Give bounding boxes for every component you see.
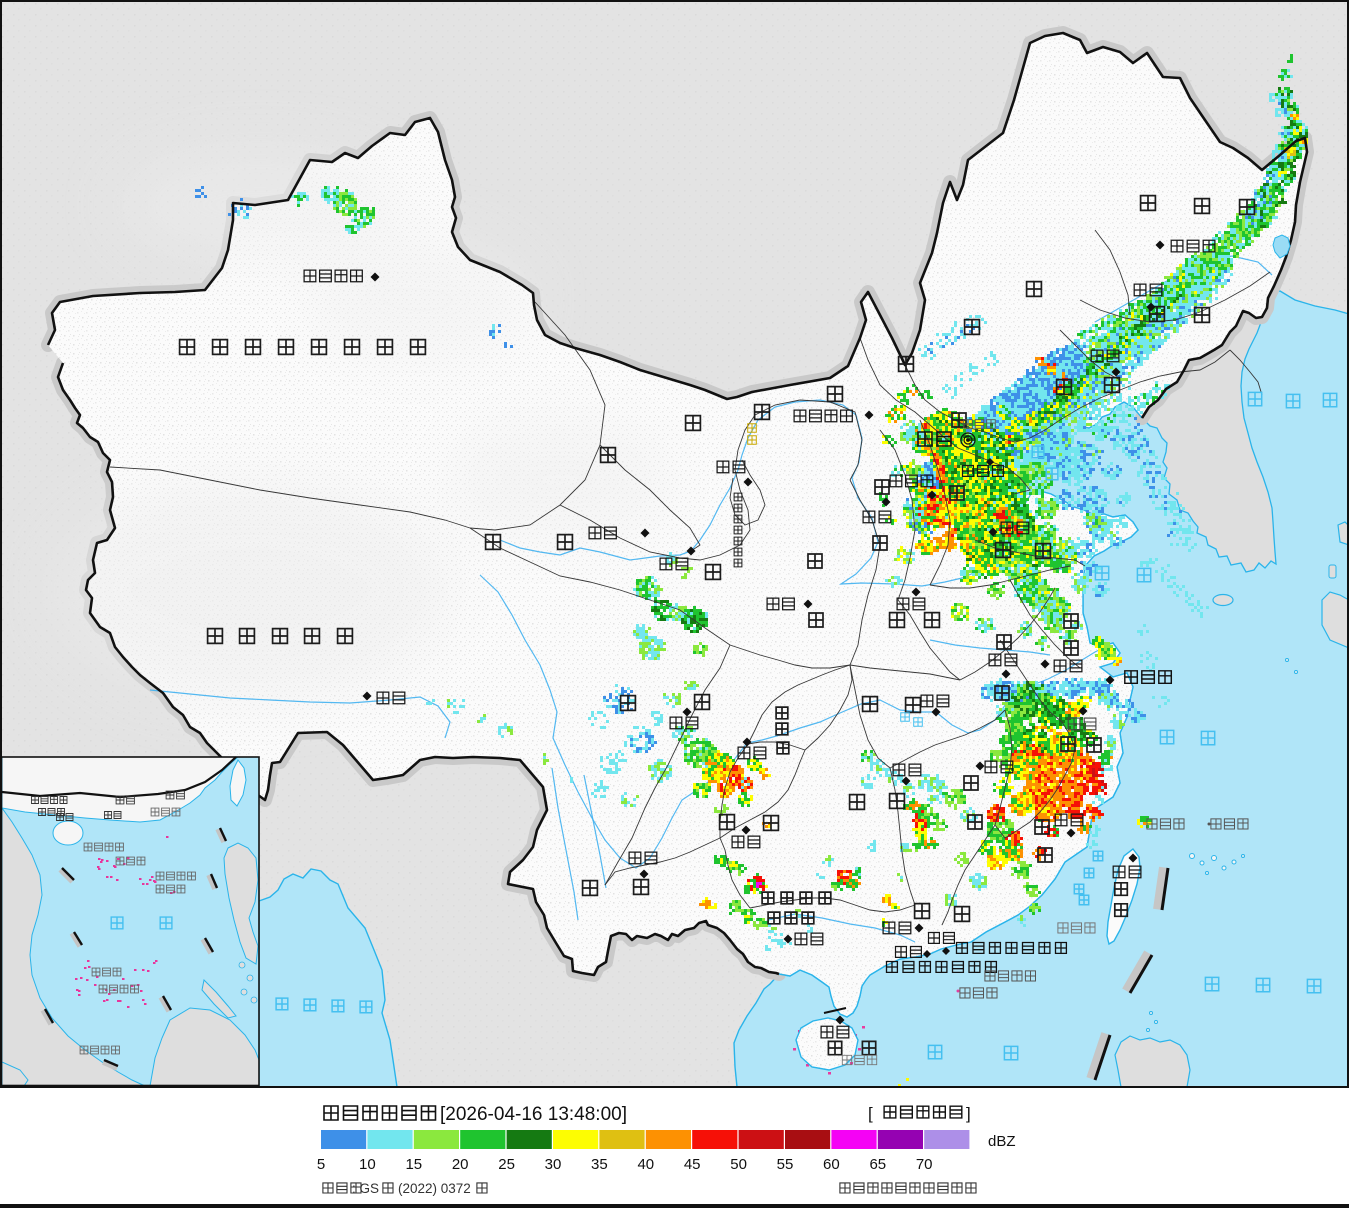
svg-text:[2026-04-16 13:48:00]: [2026-04-16 13:48:00] [440, 1104, 627, 1125]
svg-text:70: 70 [916, 1156, 933, 1173]
svg-text:20: 20 [452, 1156, 469, 1173]
svg-text:50: 50 [730, 1156, 747, 1173]
svg-text:65: 65 [869, 1156, 886, 1173]
svg-text:(2022) 0372: (2022) 0372 [398, 1181, 471, 1196]
svg-text:15: 15 [405, 1156, 422, 1173]
svg-text:30: 30 [545, 1156, 562, 1173]
svg-text:]: ] [966, 1104, 971, 1123]
svg-text:25: 25 [498, 1156, 515, 1173]
svg-text:45: 45 [684, 1156, 701, 1173]
svg-text:40: 40 [637, 1156, 654, 1173]
svg-text:10: 10 [359, 1156, 376, 1173]
svg-text:55: 55 [777, 1156, 794, 1173]
svg-text:5: 5 [317, 1156, 325, 1173]
svg-text:[: [ [868, 1104, 873, 1123]
svg-text:dBZ: dBZ [988, 1133, 1016, 1150]
svg-text:: GS: : GS [352, 1181, 379, 1196]
svg-text:60: 60 [823, 1156, 840, 1173]
svg-text:35: 35 [591, 1156, 608, 1173]
